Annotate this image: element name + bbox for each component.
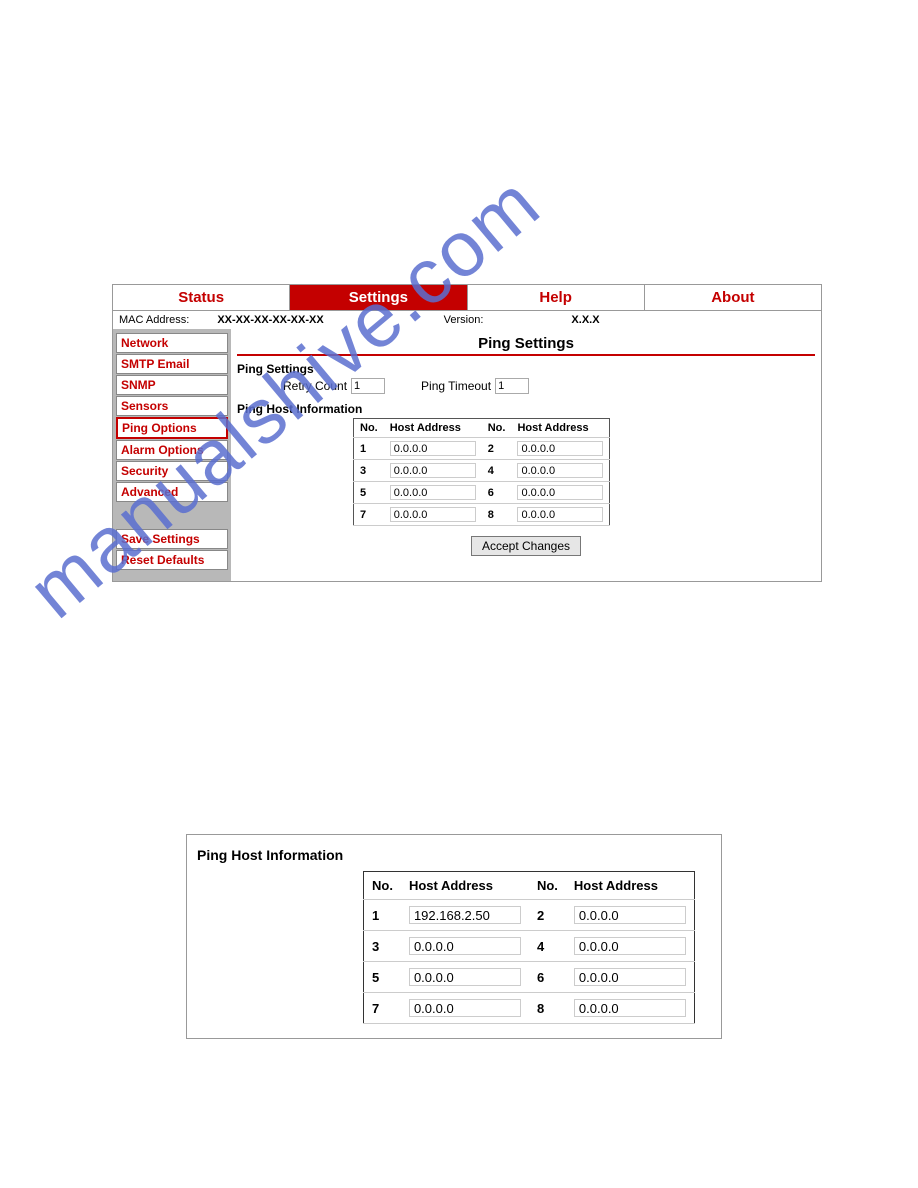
host-address-input[interactable]	[574, 968, 686, 986]
table-row: 3 4	[364, 931, 695, 962]
version-label: Version:	[444, 314, 484, 326]
settings-panel: Status Settings Help About MAC Address: …	[112, 284, 822, 582]
host-no: 1	[354, 438, 384, 460]
tab-settings[interactable]: Settings	[290, 285, 467, 310]
sidebar-item-sensors[interactable]: Sensors	[116, 396, 228, 416]
col-addr-2: Host Address	[511, 419, 610, 438]
sidebar-item-ping-options[interactable]: Ping Options	[116, 417, 228, 439]
sidebar-action-reset-defaults[interactable]: Reset Defaults	[116, 550, 228, 570]
title-rule	[237, 354, 815, 356]
info-bar: MAC Address: XX-XX-XX-XX-XX-XX Version: …	[113, 311, 821, 329]
ping-host-info-heading: Ping Host Information	[237, 402, 815, 416]
col-addr-2: Host Address	[566, 872, 695, 900]
version-value: X.X.X	[571, 314, 599, 326]
host-address-input[interactable]	[517, 507, 603, 522]
host-address-input[interactable]	[574, 906, 686, 924]
col-addr-1: Host Address	[384, 419, 482, 438]
table-row: 5 6	[354, 482, 610, 504]
page-title: Ping Settings	[237, 331, 815, 354]
host-address-input[interactable]	[517, 463, 603, 478]
table-row: 7 8	[364, 993, 695, 1024]
host-address-input[interactable]	[390, 463, 476, 478]
host-no: 4	[529, 931, 566, 962]
host-no: 2	[529, 900, 566, 931]
retry-count-input[interactable]	[351, 378, 385, 394]
host-no: 1	[364, 900, 401, 931]
host-address-input[interactable]	[517, 441, 603, 456]
table-header-row: No. Host Address No. Host Address	[354, 419, 610, 438]
host-address-input[interactable]	[390, 507, 476, 522]
host-address-input[interactable]	[574, 937, 686, 955]
sidebar-item-alarm-options[interactable]: Alarm Options	[116, 440, 228, 460]
table-row: 1 2	[354, 438, 610, 460]
host-address-input[interactable]	[574, 999, 686, 1017]
ping-host-table: No. Host Address No. Host Address 1 2 3	[353, 418, 610, 526]
host-address-input[interactable]	[517, 485, 603, 500]
sidebar: Network SMTP Email SNMP Sensors Ping Opt…	[113, 329, 231, 581]
tab-about[interactable]: About	[645, 285, 821, 310]
host-no: 8	[482, 504, 512, 526]
host-no: 3	[354, 460, 384, 482]
top-tabs: Status Settings Help About	[113, 285, 821, 311]
host-no: 2	[482, 438, 512, 460]
col-addr-1: Host Address	[401, 872, 529, 900]
host-address-input[interactable]	[409, 937, 521, 955]
host-no: 6	[529, 962, 566, 993]
main-content: Ping Settings Ping Settings Retry Count …	[231, 329, 821, 581]
host-no: 5	[354, 482, 384, 504]
col-no-1: No.	[364, 872, 401, 900]
col-no-1: No.	[354, 419, 384, 438]
mac-label: MAC Address:	[119, 314, 189, 326]
ping-timeout-label: Ping Timeout	[421, 379, 491, 393]
host-address-input[interactable]	[409, 968, 521, 986]
ping-host-info-excerpt: Ping Host Information No. Host Address N…	[186, 834, 722, 1039]
sidebar-item-security[interactable]: Security	[116, 461, 228, 481]
host-address-input[interactable]	[390, 441, 476, 456]
table-header-row: No. Host Address No. Host Address	[364, 872, 695, 900]
accept-changes-button[interactable]: Accept Changes	[471, 536, 581, 556]
host-no: 4	[482, 460, 512, 482]
host-no: 5	[364, 962, 401, 993]
sidebar-action-save-settings[interactable]: Save Settings	[116, 529, 228, 549]
table-row: 3 4	[354, 460, 610, 482]
col-no-2: No.	[529, 872, 566, 900]
host-address-input[interactable]	[390, 485, 476, 500]
ping-host-info-heading-2: Ping Host Information	[197, 847, 711, 863]
host-address-input[interactable]	[409, 906, 521, 924]
sidebar-item-snmp[interactable]: SNMP	[116, 375, 228, 395]
ping-host-table-2: No. Host Address No. Host Address 1 2 3 …	[363, 871, 695, 1024]
host-no: 7	[354, 504, 384, 526]
sidebar-item-smtp-email[interactable]: SMTP Email	[116, 354, 228, 374]
ping-settings-form: Retry Count Ping Timeout	[283, 378, 815, 394]
host-no: 7	[364, 993, 401, 1024]
table-row: 1 2	[364, 900, 695, 931]
retry-count-label: Retry Count	[283, 379, 347, 393]
ping-settings-heading: Ping Settings	[237, 362, 815, 376]
host-address-input[interactable]	[409, 999, 521, 1017]
host-no: 3	[364, 931, 401, 962]
ping-timeout-input[interactable]	[495, 378, 529, 394]
sidebar-item-advanced[interactable]: Advanced	[116, 482, 228, 502]
table-row: 5 6	[364, 962, 695, 993]
table-row: 7 8	[354, 504, 610, 526]
host-no: 8	[529, 993, 566, 1024]
col-no-2: No.	[482, 419, 512, 438]
host-no: 6	[482, 482, 512, 504]
tab-help[interactable]: Help	[468, 285, 645, 310]
sidebar-item-network[interactable]: Network	[116, 333, 228, 353]
mac-value: XX-XX-XX-XX-XX-XX	[217, 314, 323, 326]
tab-status[interactable]: Status	[113, 285, 290, 310]
